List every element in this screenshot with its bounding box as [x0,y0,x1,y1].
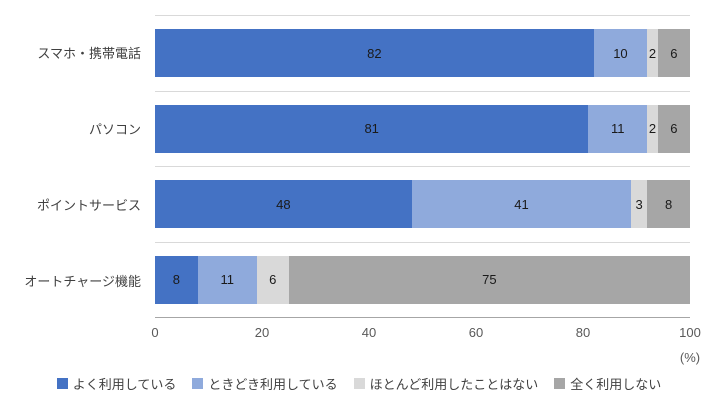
bar-row: 48 41 3 8 [155,166,690,242]
data-label: 6 [670,45,678,61]
category-label: オートチャージ機能 [24,273,141,289]
bar-segment: 6 [256,255,289,304]
legend-swatch-icon [554,378,566,389]
bar-segment: 2 [647,104,658,153]
category-label: スマホ・携帯電話 [37,46,141,62]
bar-segment: 10 [593,29,648,78]
bar-segment: 41 [411,180,632,229]
x-axis: 0 20 40 60 80 100 [151,325,700,343]
bar-segment: 8 [647,180,690,229]
data-label: 11 [611,121,625,137]
bar-row: 81 11 2 6 [155,90,690,167]
legend-label: 全く利用しない [570,377,662,392]
bar-row: 8 11 6 75 [155,241,690,318]
legend-item: ときどき利用している [192,374,338,393]
x-tick-label: 40 [361,325,377,340]
x-tick-label: 80 [575,325,591,340]
legend-item: 全く利用しない [554,374,661,393]
data-label: 41 [514,196,529,212]
x-tick-label: 20 [254,325,270,340]
data-label: 11 [220,272,234,288]
legend-swatch-icon [192,378,204,389]
x-axis-unit-label: (%) [679,350,701,365]
legend-item: ほとんど利用したことはない [353,374,539,393]
bar-segment: 48 [155,180,412,229]
y-axis-labels: スマホ・携帯電話パソコンポイントサービスオートチャージ機能 [0,15,148,318]
data-label: 6 [670,121,678,137]
bar-row: 82 10 2 6 [155,15,690,91]
bar-segment: 8 [155,255,198,304]
x-tick-label: 100 [679,325,701,340]
legend-swatch-icon [353,378,365,389]
legend-label: ときどき利用している [208,377,338,392]
category-label: パソコン [88,122,141,138]
data-label: 48 [276,196,291,212]
bar-segment: 3 [631,180,648,229]
bar-segment: 11 [197,255,257,304]
data-label: 8 [172,272,181,288]
plot-area: 82 10 2 6 81 11 2 6 48 41 3 8 8 11 6 75 [155,15,690,318]
data-label: 3 [635,196,643,212]
category-label: ポイントサービス [36,197,141,213]
bar-segment: 11 [588,104,648,153]
x-tick-label: 60 [468,325,484,340]
data-label: 6 [269,272,277,288]
data-label: 81 [364,121,379,137]
data-label: 2 [648,45,657,61]
bar-segment: 2 [647,29,658,78]
x-tick-label: 0 [151,325,159,340]
legend: よく利用している ときどき利用している ほとんど利用したことはない 全く利用しない [0,374,718,393]
legend-swatch-icon [56,378,68,389]
data-label: 75 [482,272,497,288]
bar-segment: 6 [657,104,690,153]
legend-label: ほとんど利用したことはない [369,377,539,392]
bar-segment: 75 [288,255,690,304]
legend-item: よく利用している [56,374,177,393]
bar-segment: 6 [657,29,690,78]
data-label: 82 [367,45,382,61]
bar-segment: 82 [155,29,594,78]
data-label: 2 [648,121,657,137]
data-label: 10 [613,45,628,61]
legend-label: よく利用している [72,377,177,392]
data-label: 8 [664,196,673,212]
bar-segment: 81 [155,104,589,153]
